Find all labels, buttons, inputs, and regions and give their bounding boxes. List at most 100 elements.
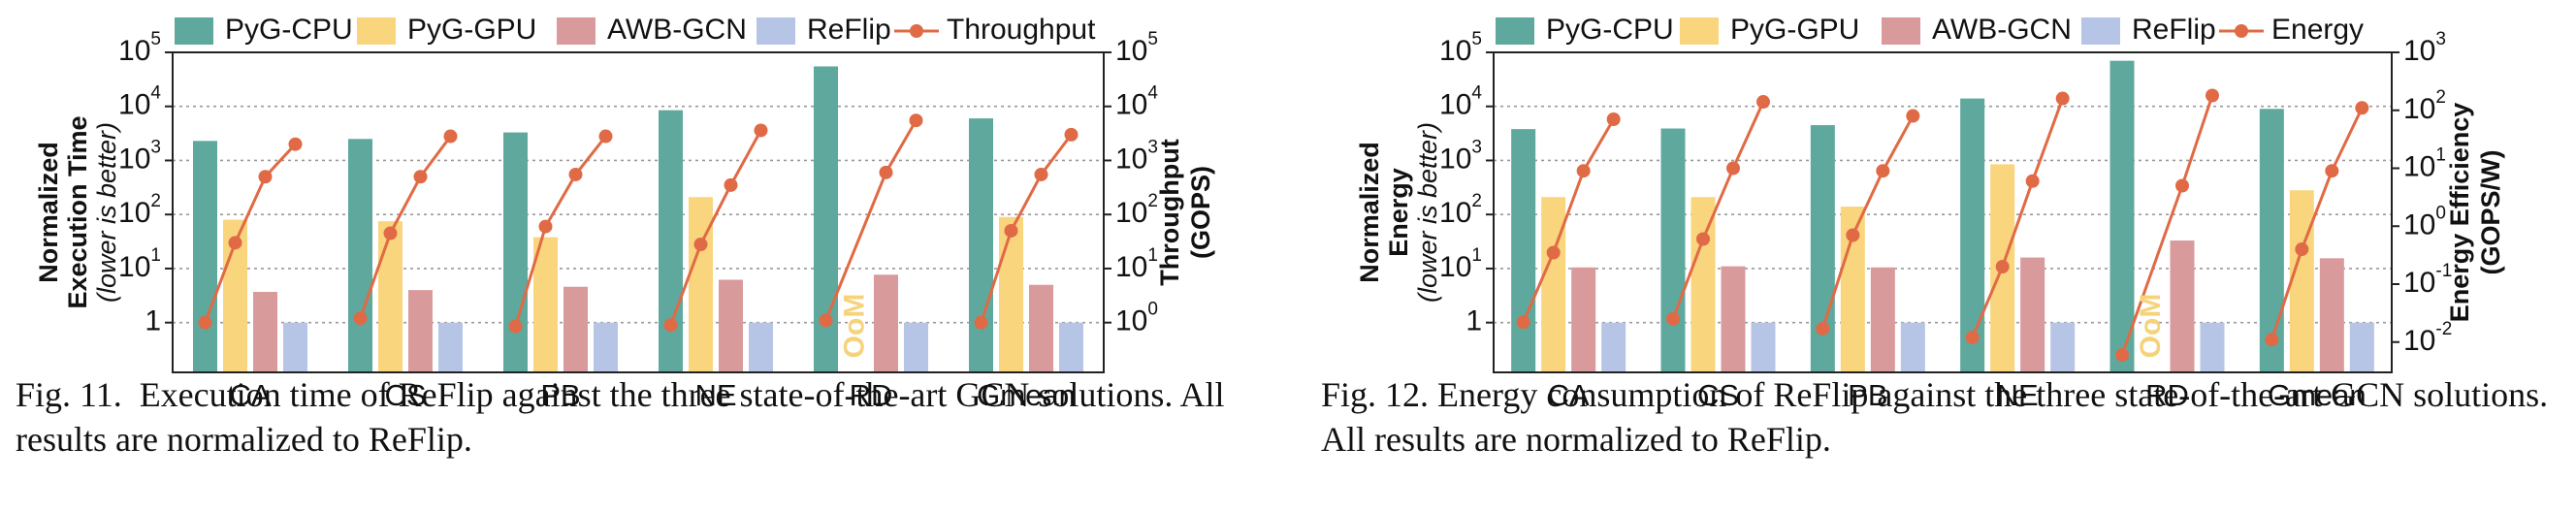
bar-pyg-cpu-pb	[503, 132, 528, 372]
energy-marker-rd-1	[2175, 178, 2189, 193]
throughput-marker-pb-0	[508, 319, 523, 334]
legend-swatch-0	[175, 17, 213, 45]
y2-tick-label-1: 101	[1115, 245, 1158, 283]
throughput-marker-ne-2	[724, 177, 738, 192]
x-tick-label-2: PB	[1848, 378, 1887, 412]
energy-marker-pb-3	[1906, 109, 1920, 123]
y2-tick-label-2: 102	[1115, 191, 1158, 229]
throughput-marker-rd-1	[879, 165, 893, 179]
y-axis-label-line-0: Normalized	[34, 142, 63, 283]
bar-reflip-pb	[1900, 322, 1925, 372]
y-tick-label-0: 1	[1465, 305, 1482, 337]
energy-line-ne	[1971, 98, 2065, 338]
x-tick-label-4: RD	[2145, 378, 2189, 412]
execution-time-chart: CA CS PB NE RD Gmean OoM 1 101 102 103 104 105 100 101…	[34, 14, 1215, 412]
bar-pyg-cpu-cs	[348, 139, 372, 372]
legend-label-1: PyG-GPU	[407, 14, 536, 46]
throughput-marker-cs-1	[383, 226, 398, 240]
y2-axis-label-line-0: Throughput	[1155, 139, 1184, 285]
throughput-marker-cs-0	[353, 311, 368, 326]
y2-tick-label-5: 105	[1115, 29, 1158, 67]
x-tick-label-3: NE	[1997, 378, 2039, 412]
bar-awb-gcn-ne	[719, 279, 743, 372]
x-tick-label-5: Gmean	[977, 378, 1076, 412]
legend-swatch-3	[757, 17, 795, 45]
bar-pyg-cpu-ne	[1960, 98, 1985, 373]
y-tick-label-2: 102	[118, 191, 161, 229]
y-tick-label-3: 103	[118, 137, 161, 175]
legend-line-marker	[2235, 24, 2248, 38]
y-tick-label-5: 105	[1439, 29, 1482, 67]
y2-tick-label-5: 103	[2403, 29, 2446, 67]
throughput-marker-pb-2	[568, 167, 583, 181]
figure-12-label: Fig. 12.	[1321, 375, 1430, 414]
y-tick-label-3: 103	[1439, 137, 1482, 175]
y-axis-label-line-0: Normalized	[1355, 142, 1384, 283]
throughput-line-ne	[669, 129, 762, 326]
bar-pyg-cpu-cs	[1660, 128, 1686, 372]
y2-tick-label-4: 104	[1115, 83, 1158, 121]
throughput-marker-ne-1	[693, 238, 708, 252]
legend-swatch-0	[1496, 17, 1534, 45]
y-tick-label-0: 1	[145, 305, 161, 337]
throughput-marker-ca-0	[198, 315, 212, 330]
y2-axis-label-line-1: (GOPS)	[1186, 166, 1215, 259]
bar-awb-gcn-cs	[1721, 266, 1746, 372]
y-tick-label-4: 104	[118, 83, 161, 121]
x-tick-label-5: Gmean	[2268, 378, 2367, 412]
plot-frame	[1493, 51, 2393, 373]
energy-marker-ca-2	[1576, 164, 1591, 178]
energy-marker-ne-3	[2055, 91, 2070, 106]
y2-tick-label-1: 10-1	[2403, 261, 2452, 299]
bar-awb-gcn-gmean	[1029, 284, 1053, 372]
throughput-marker-ca-1	[228, 236, 242, 250]
plot-frame	[172, 51, 1105, 373]
throughput-marker-cs-2	[413, 170, 428, 184]
energy-line-pb	[1820, 114, 1915, 330]
y-axis-label-line-2: (lower is better)	[1413, 122, 1442, 303]
figure-11-text: Execution time of ReFlip against the thr…	[16, 375, 1225, 459]
throughput-marker-ca-3	[288, 137, 303, 151]
legend-label-line: Throughput	[947, 14, 1096, 46]
energy-marker-ca-3	[1606, 112, 1621, 127]
figure-12-text: Energy consumption of ReFlip against the…	[1321, 375, 2549, 459]
energy-marker-ne-0	[1965, 331, 1980, 345]
legend-label-3: ReFlip	[807, 14, 891, 46]
bar-pyg-gpu-gmean	[999, 216, 1023, 372]
bar-reflip-ca	[283, 322, 307, 372]
throughput-marker-pb-3	[598, 129, 613, 144]
throughput-line-gmean	[980, 133, 1073, 324]
y2-tick-label-3: 103	[1115, 137, 1158, 175]
bar-pyg-gpu-ca	[1541, 197, 1566, 372]
x-tick-label-2: PB	[540, 378, 580, 412]
throughput-marker-rd-0	[819, 313, 833, 328]
throughput-marker-cs-3	[443, 129, 458, 144]
x-tick-label-1: CS	[384, 378, 426, 412]
y-axis-label-line-2: (lower is better)	[92, 122, 121, 303]
bar-awb-gcn-ca	[1571, 267, 1596, 372]
y-tick-label-4: 104	[1439, 83, 1482, 121]
energy-marker-ca-0	[1516, 315, 1530, 330]
bar-reflip-ca	[1601, 322, 1626, 372]
bar-awb-gcn-pb	[564, 286, 588, 372]
energy-marker-rd-2	[2206, 88, 2219, 103]
legend-label-0: PyG-CPU	[225, 14, 353, 46]
bar-reflip-rd	[904, 322, 928, 372]
legend-line-marker	[910, 24, 923, 38]
throughput-line-rd	[824, 119, 918, 321]
y-axis-label-line-1: Energy	[1384, 168, 1413, 257]
bar-pyg-cpu-ca	[193, 141, 217, 372]
legend-swatch-1	[357, 17, 396, 45]
bar-reflip-rd	[2200, 322, 2225, 372]
legend-label-2: AWB-GCN	[1932, 14, 2072, 46]
throughput-marker-gmean-1	[1004, 223, 1018, 238]
throughput-marker-gmean-0	[974, 315, 988, 330]
bar-reflip-gmean	[2349, 322, 2374, 372]
energy-marker-cs-1	[1696, 232, 1710, 246]
legend-label-line: Energy	[2271, 14, 2364, 46]
x-tick-label-0: CA	[1548, 378, 1590, 412]
energy-marker-pb-2	[1876, 164, 1890, 178]
throughput-line-cs	[359, 135, 452, 319]
bar-pyg-gpu-gmean	[2289, 190, 2314, 372]
bar-pyg-cpu-gmean	[2259, 109, 2284, 372]
